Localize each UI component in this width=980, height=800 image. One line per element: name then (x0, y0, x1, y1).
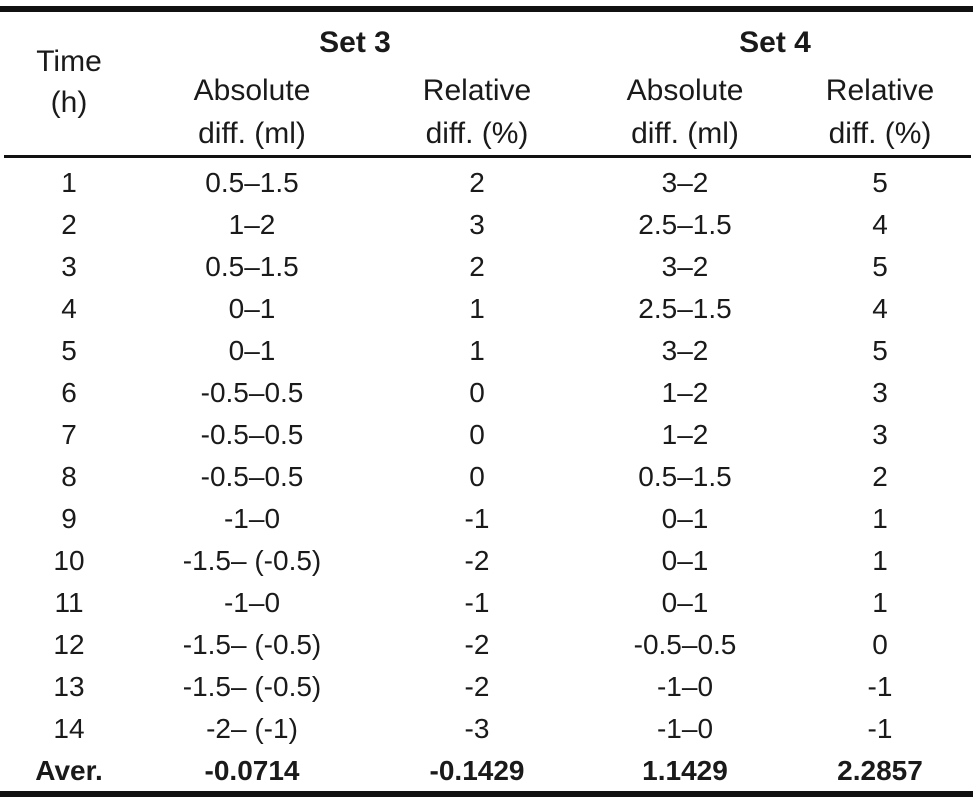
cell-set4-abs: -0.5–0.5 (633, 629, 737, 660)
cell-time: 12 (53, 629, 85, 660)
table-top-rule (0, 6, 973, 12)
cell-set4-rel: 1 (872, 587, 888, 618)
cell-set3-rel: 1 (469, 335, 485, 366)
header-set3-rel-line2: diff. (%) (425, 117, 529, 150)
cell-set3-rel: 3 (469, 209, 485, 240)
cell-set4-abs: 0–1 (661, 587, 709, 618)
average-label: Aver. (35, 755, 103, 786)
cell-set4-abs: 3–2 (661, 251, 709, 282)
cell-time: 6 (61, 377, 77, 408)
cell-set3-rel: -1 (464, 587, 490, 618)
cell-set4-rel: 3 (872, 419, 888, 450)
cell-set4-rel: 2 (872, 461, 888, 492)
cell-set4-abs: 0–1 (661, 545, 709, 576)
cell-set3-rel: -1 (464, 503, 490, 534)
cell-set4-rel: 4 (872, 209, 888, 240)
cell-set4-abs: 0.5–1.5 (638, 461, 732, 492)
cell-set4-abs: 1–2 (661, 419, 709, 450)
cell-set3-abs: -1–0 (223, 503, 281, 534)
cell-set3-rel: -2 (464, 629, 490, 660)
cell-set3-abs: 1–2 (228, 209, 276, 240)
cell-set4-abs: 0–1 (661, 503, 709, 534)
cell-set4-rel: 1 (872, 503, 888, 534)
header-set4-rel-line1: Relative (825, 74, 935, 107)
cell-set3-rel: 0 (469, 419, 485, 450)
header-time-line1: Time (36, 45, 102, 78)
cell-time: 8 (61, 461, 77, 492)
cell-set4-abs: 2.5–1.5 (638, 209, 732, 240)
header-set4-abs-line1: Absolute (626, 74, 744, 107)
cell-time: 11 (54, 587, 84, 618)
cell-set3-rel: 0 (469, 461, 485, 492)
cell-set3-abs: -2– (-1) (206, 713, 298, 744)
cell-set3-rel: 1 (469, 293, 485, 324)
cell-time: 7 (61, 419, 77, 450)
header-time-line2: (h) (50, 86, 88, 119)
cell-set4-abs: -1–0 (656, 671, 714, 702)
cell-set3-abs: 0.5–1.5 (205, 251, 299, 282)
cell-time: 14 (53, 713, 85, 744)
header-set3-abs-line1: Absolute (193, 74, 311, 107)
cell-set3-abs: -0.5–0.5 (200, 461, 304, 492)
table-header-rule (4, 155, 971, 158)
cell-time: 3 (61, 251, 77, 282)
cell-set4-abs: 2.5–1.5 (638, 293, 732, 324)
cell-set3-rel: 0 (469, 377, 485, 408)
header-set3-title: Set 3 (319, 26, 391, 59)
cell-set3-abs: -0.5–0.5 (200, 377, 304, 408)
cell-set4-rel: -1 (867, 671, 893, 702)
cell-time: 13 (53, 671, 85, 702)
header-set3-rel-line1: Relative (422, 74, 532, 107)
cell-time: 10 (53, 545, 85, 576)
cell-set4-rel: 0 (872, 629, 888, 660)
header-set3-abs-line2: diff. (ml) (198, 117, 306, 150)
cell-set3-rel: 2 (469, 251, 485, 282)
cell-set3-abs: -0.5–0.5 (200, 419, 304, 450)
cell-time: 9 (61, 503, 77, 534)
cell-set3-abs: -1.5– (-0.5) (182, 545, 322, 576)
cell-time: 2 (61, 209, 77, 240)
cell-set4-rel: 3 (872, 377, 888, 408)
cell-set3-abs: -1.5– (-0.5) (182, 629, 322, 660)
cell-set3-abs: -1.5– (-0.5) (182, 671, 322, 702)
cell-time: 1 (61, 167, 77, 198)
average-set3-rel: -0.1429 (429, 755, 525, 786)
cell-set4-rel: 5 (872, 167, 888, 198)
cell-time: 5 (61, 335, 77, 366)
average-set3-abs: -0.0714 (204, 755, 300, 786)
cell-set3-rel: -2 (464, 545, 490, 576)
header-set4-abs-line2: diff. (ml) (631, 117, 739, 150)
cell-set3-rel: -3 (464, 713, 490, 744)
cell-set4-abs: 3–2 (661, 335, 709, 366)
cell-set3-abs: 0–1 (228, 293, 276, 324)
header-set4-rel-line2: diff. (%) (828, 117, 932, 150)
cell-set4-rel: -1 (867, 713, 893, 744)
average-set4-abs: 1.1429 (642, 755, 728, 786)
cell-set4-rel: 4 (872, 293, 888, 324)
cell-set4-rel: 5 (872, 251, 888, 282)
cell-set3-rel: 2 (469, 167, 485, 198)
cell-set4-abs: -1–0 (656, 713, 714, 744)
cell-set4-abs: 1–2 (661, 377, 709, 408)
cell-set4-abs: 3–2 (661, 167, 709, 198)
cell-set3-abs: -1–0 (223, 587, 281, 618)
cell-time: 4 (61, 293, 77, 324)
table-bottom-rule (0, 791, 973, 797)
average-set4-rel: 2.2857 (837, 755, 923, 786)
header-set4-title: Set 4 (739, 26, 811, 59)
cell-set4-rel: 5 (872, 335, 888, 366)
cell-set3-abs: 0–1 (228, 335, 276, 366)
cell-set3-rel: -2 (464, 671, 490, 702)
cell-set4-rel: 1 (872, 545, 888, 576)
cell-set3-abs: 0.5–1.5 (205, 167, 299, 198)
